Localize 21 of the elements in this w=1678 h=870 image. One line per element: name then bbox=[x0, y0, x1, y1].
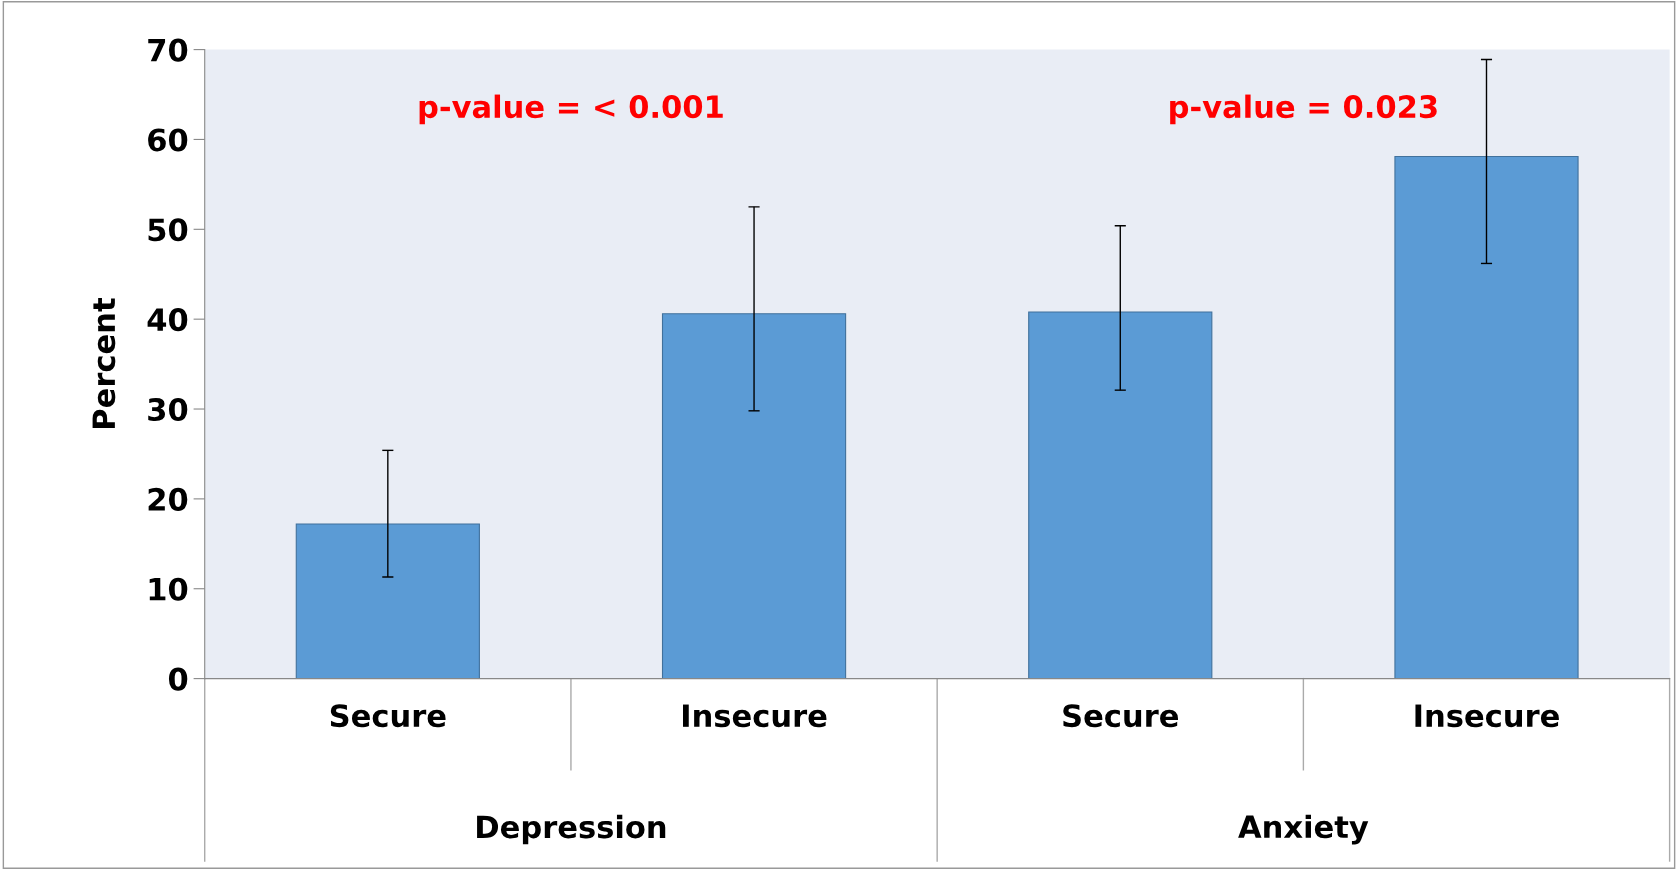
y-tick-label: 60 bbox=[148, 128, 188, 152]
y-axis-title: Percent bbox=[92, 298, 116, 428]
text: Anxiety bbox=[1238, 814, 1369, 845]
bar bbox=[1028, 311, 1213, 679]
y-tick-label: 30 bbox=[148, 397, 188, 422]
bar bbox=[661, 313, 847, 679]
y-tick-label: 10 bbox=[149, 577, 188, 601]
y-tick-label: 70 bbox=[148, 38, 188, 62]
x-tick-label: Insecure bbox=[683, 704, 827, 728]
bar bbox=[1394, 155, 1579, 679]
y-tick-label: 0 bbox=[168, 667, 188, 691]
x-tick-label: Insecure bbox=[1415, 704, 1559, 728]
y-tick-label: 50 bbox=[148, 218, 188, 242]
annotation: p-value = < 0.001 bbox=[419, 94, 723, 125]
x-tick-label: Secure bbox=[330, 704, 446, 728]
x-tick-label: Secure bbox=[1063, 704, 1178, 728]
text: Depression bbox=[477, 814, 666, 845]
y-tick-label: 40 bbox=[147, 308, 188, 332]
bar bbox=[295, 523, 480, 679]
annotation: p-value = 0.023 bbox=[1170, 94, 1437, 125]
y-tick-label: 20 bbox=[148, 487, 188, 511]
